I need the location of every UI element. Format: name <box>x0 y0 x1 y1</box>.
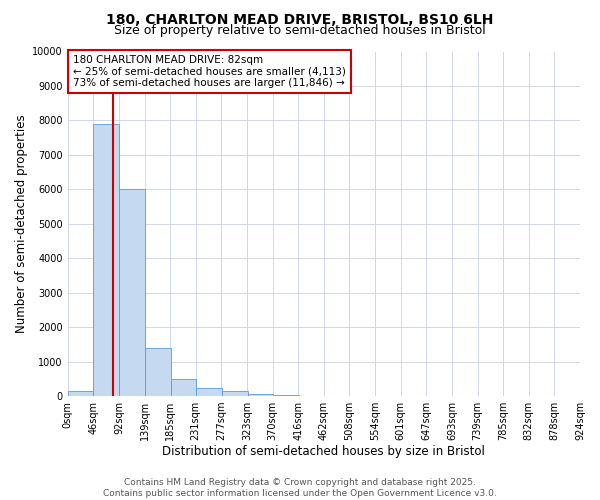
Bar <box>68 391 93 396</box>
Text: Contains HM Land Registry data © Crown copyright and database right 2025.
Contai: Contains HM Land Registry data © Crown c… <box>103 478 497 498</box>
Y-axis label: Number of semi-detached properties: Number of semi-detached properties <box>15 114 28 333</box>
Bar <box>196 388 222 396</box>
Bar <box>145 348 170 396</box>
Text: 180 CHARLTON MEAD DRIVE: 82sqm
← 25% of semi-detached houses are smaller (4,113): 180 CHARLTON MEAD DRIVE: 82sqm ← 25% of … <box>73 55 346 88</box>
Text: 180, CHARLTON MEAD DRIVE, BRISTOL, BS10 6LH: 180, CHARLTON MEAD DRIVE, BRISTOL, BS10 … <box>106 12 494 26</box>
Text: Size of property relative to semi-detached houses in Bristol: Size of property relative to semi-detach… <box>114 24 486 37</box>
Bar <box>93 124 119 396</box>
Bar <box>248 394 273 396</box>
X-axis label: Distribution of semi-detached houses by size in Bristol: Distribution of semi-detached houses by … <box>163 444 485 458</box>
Bar <box>119 190 145 396</box>
Bar <box>222 392 248 396</box>
Bar <box>170 380 196 396</box>
Bar <box>274 395 299 396</box>
